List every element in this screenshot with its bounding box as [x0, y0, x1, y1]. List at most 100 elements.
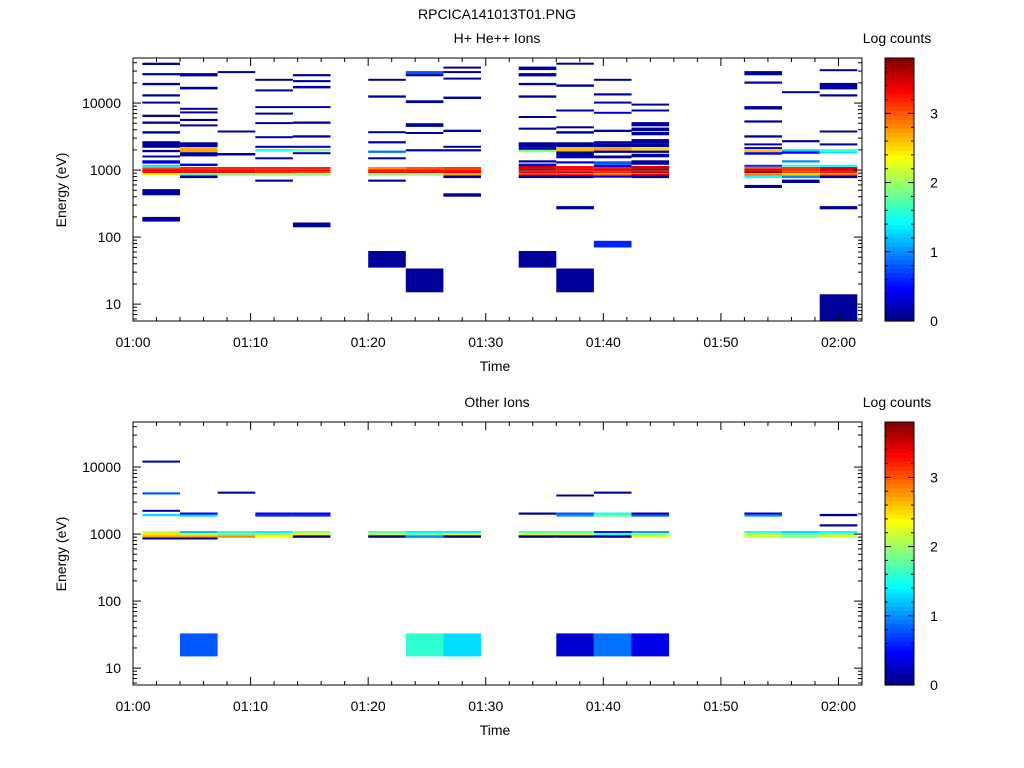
heatmap-cell — [556, 131, 594, 134]
heatmap-cell — [782, 533, 820, 536]
heatmap-cell — [556, 62, 594, 65]
heatmap-cell — [782, 160, 820, 163]
colorbar-segment — [885, 540, 914, 546]
heatmap-cell — [368, 533, 406, 536]
heatmap-cell — [744, 166, 782, 169]
colorbar-segment — [885, 500, 914, 506]
y-tick-label: 1000 — [90, 162, 121, 178]
heatmap-cell — [631, 143, 670, 148]
heatmap-cell — [556, 155, 594, 159]
heatmap-cell — [180, 118, 218, 121]
heatmap-cell — [255, 157, 293, 160]
colorbar-segment — [885, 158, 914, 164]
colorbar-segment — [885, 527, 914, 533]
x-tick-label: 01:00 — [115, 334, 150, 350]
heatmap-cell — [782, 167, 820, 169]
heatmap-cell — [556, 173, 594, 176]
heatmap-cell — [782, 531, 820, 533]
heatmap-cell — [744, 175, 782, 179]
heatmap-cell — [631, 127, 670, 132]
colorbar-segment — [885, 435, 914, 441]
heatmap-cell — [255, 106, 293, 109]
heatmap-cell — [631, 533, 670, 536]
x-tick-label: 02:00 — [821, 334, 856, 350]
heatmap-cell — [443, 66, 481, 69]
heatmap-cell — [292, 106, 331, 109]
heatmap-cell — [782, 164, 820, 167]
colorbar-segment — [885, 514, 914, 520]
x-tick-label: 01:40 — [586, 334, 621, 350]
x-tick-label: 01:50 — [703, 334, 738, 350]
heatmap-cell — [142, 73, 180, 76]
x-tick-label: 01:10 — [233, 334, 268, 350]
heatmap-cell — [142, 160, 180, 164]
heatmap-cell — [556, 142, 594, 148]
colorbar-tick-label: 1 — [930, 608, 938, 624]
colorbar-segment — [885, 457, 914, 463]
heatmap-cell — [819, 143, 858, 146]
heatmap-cell — [631, 160, 670, 165]
heatmap-cell — [631, 171, 670, 174]
heatmap-cell — [142, 173, 180, 176]
colorbar-segment — [885, 255, 914, 261]
heatmap-cell — [292, 145, 331, 148]
heatmap-cell — [556, 161, 594, 164]
heatmap-cell — [443, 149, 481, 152]
colorbar-segment — [885, 422, 914, 427]
heatmap-cell — [556, 512, 594, 515]
colorbar-segment — [885, 649, 914, 655]
panel-title: H+ He++ Ions — [454, 30, 541, 46]
colorbar-segment — [885, 465, 914, 471]
heatmap-cell — [819, 524, 858, 527]
colorbar-segment — [885, 601, 914, 607]
heatmap-cell — [819, 171, 858, 174]
heatmap-cell — [180, 535, 218, 538]
colorbar-segment — [885, 478, 914, 484]
y-tick-label: 1000 — [90, 526, 121, 542]
colorbar-segment — [885, 220, 914, 226]
heatmap-cell — [443, 533, 481, 536]
colorbar-segment — [885, 185, 914, 191]
colorbar-segment — [885, 505, 914, 511]
heatmap-cell — [782, 171, 820, 174]
heatmap-cell — [443, 173, 481, 176]
heatmap-cell — [368, 169, 406, 172]
heatmap-cell — [292, 514, 331, 517]
colorbar-segment — [885, 619, 914, 625]
heatmap-cell — [217, 491, 256, 494]
heatmap-cell — [142, 171, 180, 174]
heatmap-cell — [292, 531, 331, 533]
heatmap-cell — [255, 173, 293, 176]
heatmap-cell — [180, 124, 218, 127]
heatmap-cell — [142, 94, 180, 97]
heatmap-cell — [255, 179, 293, 182]
y-tick-label: 10 — [105, 660, 121, 676]
heatmap-cell — [819, 164, 858, 167]
heatmap-cell — [518, 147, 557, 150]
colorbar-segment — [885, 250, 914, 256]
colorbar-segment — [885, 123, 914, 129]
panel-h-he-ions: H+ He++ Ions Log counts Time Energy (eV)… — [53, 30, 938, 374]
colorbar-segment — [885, 470, 914, 476]
heatmap-cell — [368, 150, 406, 153]
colorbar-segment — [885, 145, 914, 151]
heatmap-cell — [255, 136, 293, 139]
heatmap-cell — [142, 537, 180, 540]
colorbar-segment — [885, 461, 914, 467]
heatmap-cell — [142, 101, 180, 104]
colorbar-segment — [885, 531, 914, 537]
heatmap-cell — [142, 460, 180, 463]
heatmap-cell — [255, 512, 293, 515]
heatmap-cell — [405, 74, 444, 77]
heatmap-cell — [556, 109, 594, 112]
heatmap-cell — [819, 130, 858, 133]
heatmap-cells — [142, 62, 858, 321]
x-tick-label: 01:10 — [233, 698, 268, 714]
colorbar-segment — [885, 163, 914, 169]
heatmap-cell — [782, 535, 820, 538]
heatmap-cell — [782, 151, 820, 154]
heatmap-cell — [443, 96, 481, 99]
heatmap-cell — [744, 514, 782, 517]
colorbar-segment — [885, 237, 914, 243]
heatmap-cell — [180, 633, 218, 657]
